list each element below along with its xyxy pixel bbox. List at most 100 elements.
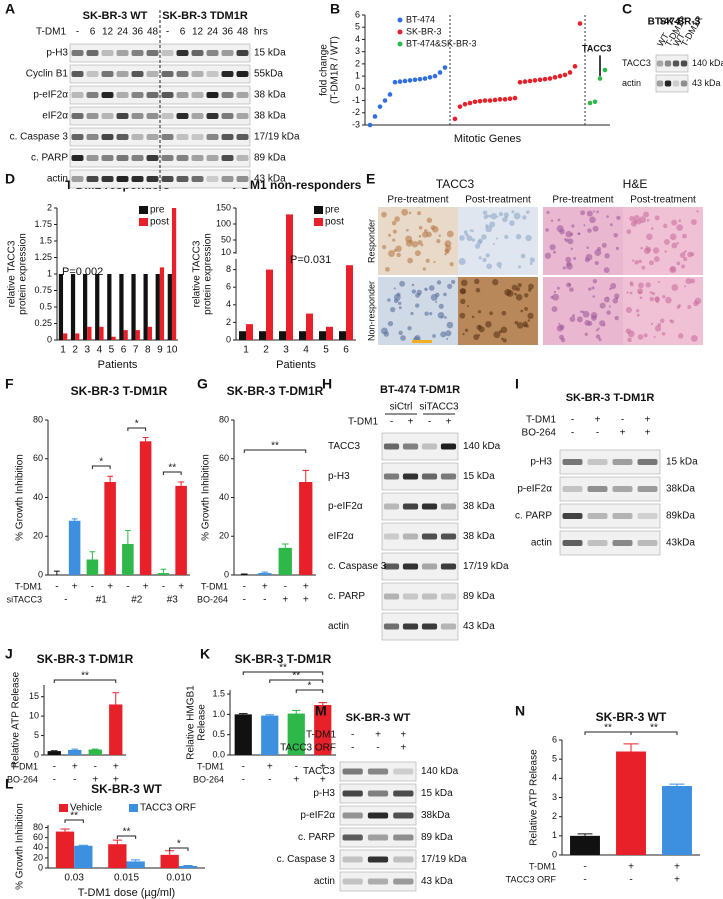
cell (398, 301, 402, 305)
cell (395, 245, 402, 252)
cell (687, 251, 693, 258)
band (86, 176, 99, 182)
point (492, 97, 498, 103)
group-label: siTACC3 (419, 402, 459, 413)
cell (437, 311, 445, 319)
y-tick-label: -2 (352, 107, 360, 117)
row-label: actin (328, 621, 349, 632)
row-label: p-eIF2α (517, 484, 552, 495)
cell (444, 253, 447, 256)
point (532, 78, 538, 83)
y-tick-label: 80 (219, 414, 229, 424)
blot-strip (339, 827, 417, 848)
cell (399, 280, 406, 287)
bar (70, 274, 76, 340)
cell (592, 278, 598, 284)
y-tick-label: 15 (29, 691, 39, 701)
cell (390, 306, 396, 313)
bar (299, 331, 306, 340)
panel-letter: N (515, 703, 525, 719)
cell (476, 324, 482, 331)
cell (526, 210, 530, 214)
band (191, 176, 204, 182)
cell (418, 234, 422, 238)
significance-bracket (169, 847, 189, 851)
stain-label: H&E (623, 177, 648, 191)
significance-label: * (177, 839, 181, 850)
cell (583, 224, 586, 227)
band (402, 623, 419, 630)
cell (671, 242, 678, 249)
cell (569, 287, 574, 292)
error-bar (281, 543, 289, 548)
cell (528, 283, 534, 290)
cell (662, 295, 666, 299)
y-tick-label: 6 (226, 282, 231, 292)
size-label: 17/19 kDa (463, 561, 509, 572)
size-label: 43 kDa (254, 174, 286, 185)
condition-label: - (94, 762, 97, 773)
y-tick-label: 20 (33, 852, 43, 862)
cell (446, 321, 454, 329)
bar (662, 786, 692, 855)
lane-row-name: T-DM1 (526, 415, 556, 426)
error-bar (265, 714, 275, 716)
cell (594, 261, 599, 266)
y-axis-label: protein expression (203, 233, 214, 315)
band (176, 92, 189, 98)
bar (258, 573, 272, 575)
row-label: eIF2α (42, 111, 68, 122)
significance-bracket (127, 427, 147, 431)
blot-title: SK-BR-3 (660, 17, 701, 28)
band (680, 60, 688, 67)
size-label: 17/19 kDa (421, 854, 467, 865)
bar (63, 333, 68, 340)
point (537, 77, 543, 83)
cell (525, 234, 532, 242)
point (397, 79, 403, 84)
cell (687, 304, 692, 309)
band (236, 92, 249, 98)
point (382, 98, 388, 103)
cell (424, 287, 428, 291)
band (421, 503, 438, 510)
x-tick-label: 4 (303, 345, 309, 356)
cell (653, 256, 660, 263)
lane-label: 12 (102, 27, 114, 38)
cell (584, 257, 590, 263)
band (367, 812, 389, 819)
cell (592, 225, 599, 232)
point (457, 104, 463, 109)
condition-label: - (53, 775, 56, 786)
band (71, 176, 84, 182)
x-tick-label: 3 (283, 345, 289, 356)
significance-label: ** (168, 463, 176, 474)
band (101, 71, 114, 77)
size-label: 38kDa (421, 810, 450, 821)
bar (126, 861, 145, 868)
y-tick-label: 150 (216, 202, 231, 212)
band (221, 155, 234, 161)
cell (417, 240, 423, 246)
y-tick-label: 20 (33, 531, 43, 541)
y-tick-label: 5 (552, 754, 557, 764)
lane-label: - (621, 415, 624, 426)
cell (418, 225, 423, 230)
cell (506, 290, 514, 297)
cell (500, 326, 508, 334)
point (467, 100, 473, 106)
cell (665, 296, 672, 304)
cell (446, 230, 454, 238)
bar (234, 714, 252, 755)
y-tick-label: 0 (224, 569, 229, 579)
cell (645, 282, 651, 288)
band (612, 540, 633, 546)
y-tick-label: 3 (552, 792, 557, 802)
point (602, 67, 608, 73)
error-bar (71, 748, 79, 750)
point (432, 73, 438, 79)
error-bar (291, 709, 301, 714)
cell (411, 240, 419, 248)
panel-letter: B (330, 1, 340, 17)
point (367, 122, 373, 128)
